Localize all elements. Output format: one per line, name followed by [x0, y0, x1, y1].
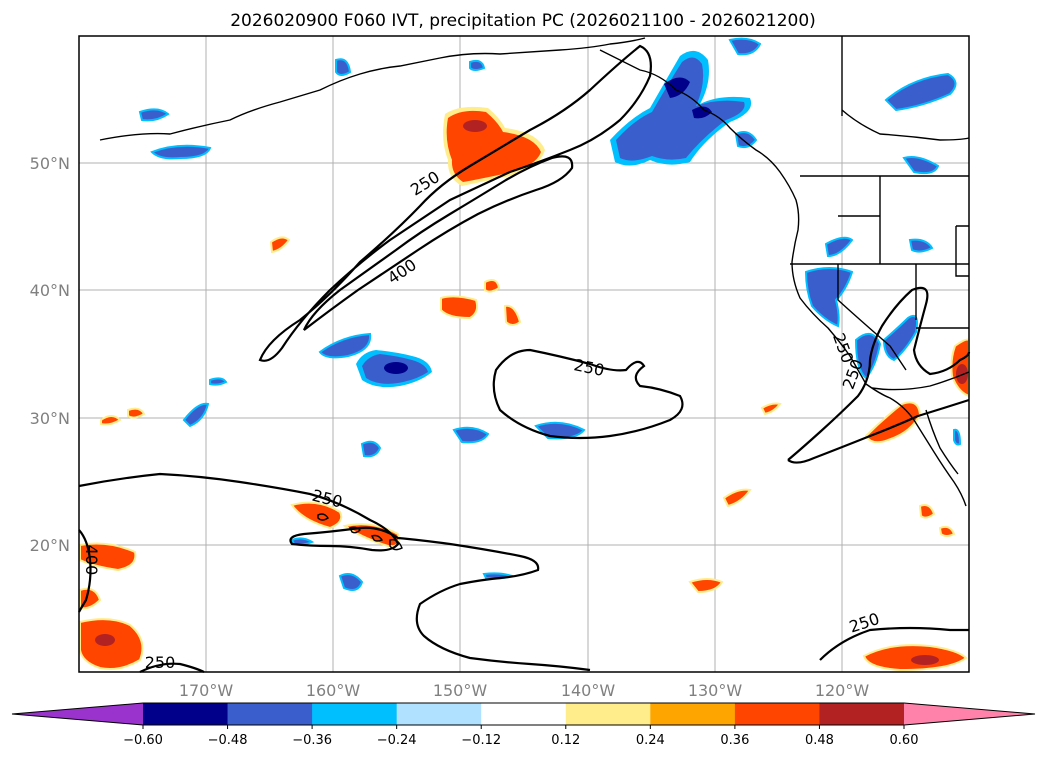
canada-coast	[841, 109, 970, 141]
map-title: 2026020900 F060 IVT, precipitation PC (2…	[230, 11, 816, 31]
lon-label: 170°W	[179, 681, 234, 700]
precip-blob	[664, 77, 690, 98]
precip-blob	[503, 304, 522, 326]
precip-blob	[760, 402, 782, 416]
precip-blob	[269, 236, 291, 254]
colorbar-bin	[396, 703, 482, 725]
ivt-contour-250	[492, 348, 684, 440]
ivt-contour-250	[139, 662, 205, 673]
precip-blob	[728, 37, 762, 56]
precip-blob	[182, 402, 210, 428]
precip-blob	[384, 362, 408, 374]
lat-label: 30°N	[30, 409, 70, 428]
precip-blob	[209, 377, 228, 386]
precip-blob	[100, 415, 122, 426]
precip-blob	[484, 279, 501, 293]
colorbar-bin	[819, 703, 905, 725]
precip-blob	[804, 267, 854, 328]
colorbar-tick-label: 0.24	[636, 733, 665, 748]
precip-blob	[722, 488, 752, 508]
map-panel: 250 400 250 250 400 250 250 250 250	[78, 35, 971, 673]
colorbar-tick-label: 0.60	[890, 733, 919, 748]
colorbar-tick-label: −0.36	[292, 733, 332, 748]
colorbar-tick-label: −0.24	[377, 733, 417, 748]
precip-blob	[956, 364, 968, 384]
colorbar-bin	[734, 703, 820, 725]
precip-blob	[692, 106, 712, 119]
mexico-border	[871, 371, 970, 391]
colorbar-tick-label: −0.48	[208, 733, 248, 748]
precip-blob	[318, 332, 372, 359]
coastlines	[99, 36, 970, 507]
colorbar-tick-label: 0.36	[720, 733, 749, 748]
lat-label: 40°N	[30, 281, 70, 300]
lon-label: 140°W	[561, 681, 616, 700]
lon-label: 150°W	[433, 681, 488, 700]
ivt-contour-250	[78, 472, 591, 672]
precip-blob	[335, 58, 352, 76]
ivt-contour-400	[302, 155, 574, 331]
precip-blob	[138, 108, 170, 122]
precip-blob	[79, 542, 137, 572]
colorbar-tick-label: 0.48	[805, 733, 834, 748]
ivt-contour-250	[787, 286, 971, 464]
colorbar-bin	[312, 703, 398, 725]
contour-label: 400	[82, 545, 101, 576]
lat-label: 20°N	[30, 536, 70, 555]
lat-label: 50°N	[30, 154, 70, 173]
colorbar-bin	[481, 703, 567, 725]
precip-blob	[95, 634, 115, 646]
precip-blob	[824, 236, 854, 258]
state-boundaries	[790, 176, 969, 371]
precip-blob	[902, 156, 940, 175]
island	[349, 526, 361, 534]
colorbar-extend-max	[904, 703, 1035, 725]
precip-blob	[734, 131, 758, 149]
colorbar-tick-label: −0.12	[461, 733, 501, 748]
lon-label: 160°W	[306, 681, 361, 700]
precip-blob	[150, 144, 212, 160]
ivt-contour-250	[258, 44, 652, 362]
precip-blob	[360, 440, 382, 458]
contour-label: 250	[145, 653, 176, 672]
precip-blob	[908, 238, 934, 253]
precip-blob	[452, 426, 490, 444]
colorbar-tick-label: −0.60	[123, 733, 163, 748]
precip-blob	[953, 428, 962, 446]
colorbar-bin	[565, 703, 651, 725]
island	[371, 534, 384, 542]
colorbar-bin	[650, 703, 736, 725]
precip-blob	[338, 573, 364, 591]
ivt-contours	[78, 44, 971, 673]
west-coast	[599, 49, 967, 507]
lon-label: 130°W	[688, 681, 743, 700]
precip-blob	[884, 72, 957, 112]
precip-blob	[127, 407, 146, 419]
colorbar-tick-label: 0.12	[551, 733, 580, 748]
colorbar-bin	[227, 703, 313, 725]
lon-label: 120°W	[815, 681, 870, 700]
island	[317, 513, 329, 521]
colorbar-bin	[143, 703, 229, 725]
precip-blob	[290, 501, 343, 530]
precip-blob	[469, 59, 486, 71]
precip-blob	[918, 504, 936, 519]
precip-blob	[911, 655, 939, 665]
baja-coast	[925, 409, 959, 475]
precip-blob	[463, 120, 487, 132]
map-frame	[78, 35, 970, 673]
latitude-labels: 50°N 40°N 30°N 20°N	[30, 154, 70, 555]
colorbar-extend-min	[12, 703, 143, 725]
longitude-labels: 170°W 160°W 150°W 140°W 130°W 120°W	[179, 681, 870, 700]
ivt-contour-250	[819, 626, 969, 661]
precip-blob	[616, 57, 745, 161]
precip-blob	[938, 525, 956, 537]
precip-negative-regions	[138, 37, 962, 591]
precip-blob	[440, 295, 479, 320]
ivt-contour-400	[78, 529, 92, 613]
alaska-aleutian-coast	[99, 37, 646, 141]
precip-blob	[688, 578, 724, 594]
colorbar: −0.60 −0.48 −0.36 −0.24 −0.12 0.12 0.24 0.36 0.4…	[11, 702, 1036, 748]
